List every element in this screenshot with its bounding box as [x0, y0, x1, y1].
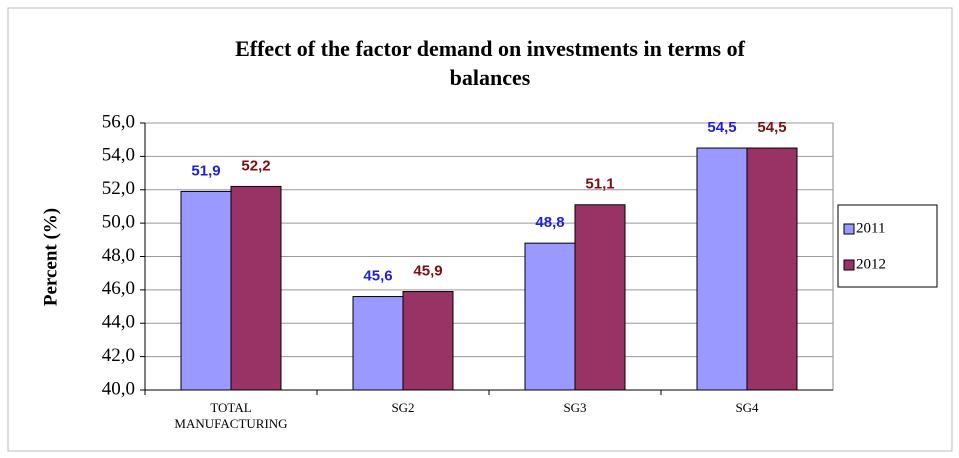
x-tick-label: SG2: [391, 400, 415, 415]
bar: [524, 242, 576, 391]
bar: [746, 147, 798, 391]
bar: [402, 291, 454, 391]
bar: [230, 185, 282, 391]
data-label: 52,2: [241, 157, 270, 174]
bar: [352, 296, 404, 391]
y-tick-label: 44,0: [102, 312, 135, 333]
legend-swatch: [843, 259, 855, 271]
bar: [180, 190, 232, 391]
y-tick-label: 40,0: [102, 378, 135, 399]
x-tick-label: TOTAL MANUFACTURING: [174, 400, 288, 431]
y-axis-title: Percent (%): [40, 208, 61, 306]
x-tick-label: SG4: [735, 400, 759, 415]
data-label: 54,5: [707, 119, 736, 136]
y-tick-label: 52,0: [102, 178, 135, 199]
data-label: 48,8: [535, 214, 564, 231]
legend-box: [837, 204, 938, 288]
y-tick-label: 46,0: [102, 278, 135, 299]
x-tick-label: SG3: [563, 400, 587, 415]
bar: [574, 204, 626, 391]
data-label: 51,9: [191, 162, 220, 179]
data-label: 45,9: [413, 263, 442, 280]
y-tick-label: 54,0: [102, 145, 135, 166]
data-label: 45,6: [363, 268, 392, 285]
y-tick-label: 42,0: [102, 345, 135, 366]
y-tick-label: 48,0: [102, 245, 135, 266]
legend-label: 2012: [856, 256, 886, 272]
bar: [696, 147, 748, 391]
legend-swatch: [843, 223, 855, 235]
chart-title: Effect of the factor demand on investmen…: [235, 36, 745, 90]
y-tick-label: 50,0: [102, 211, 135, 232]
data-label: 51,1: [585, 176, 614, 193]
legend-label: 2011: [856, 220, 885, 236]
y-tick-label: 56,0: [102, 111, 135, 132]
data-label: 54,5: [757, 119, 786, 136]
